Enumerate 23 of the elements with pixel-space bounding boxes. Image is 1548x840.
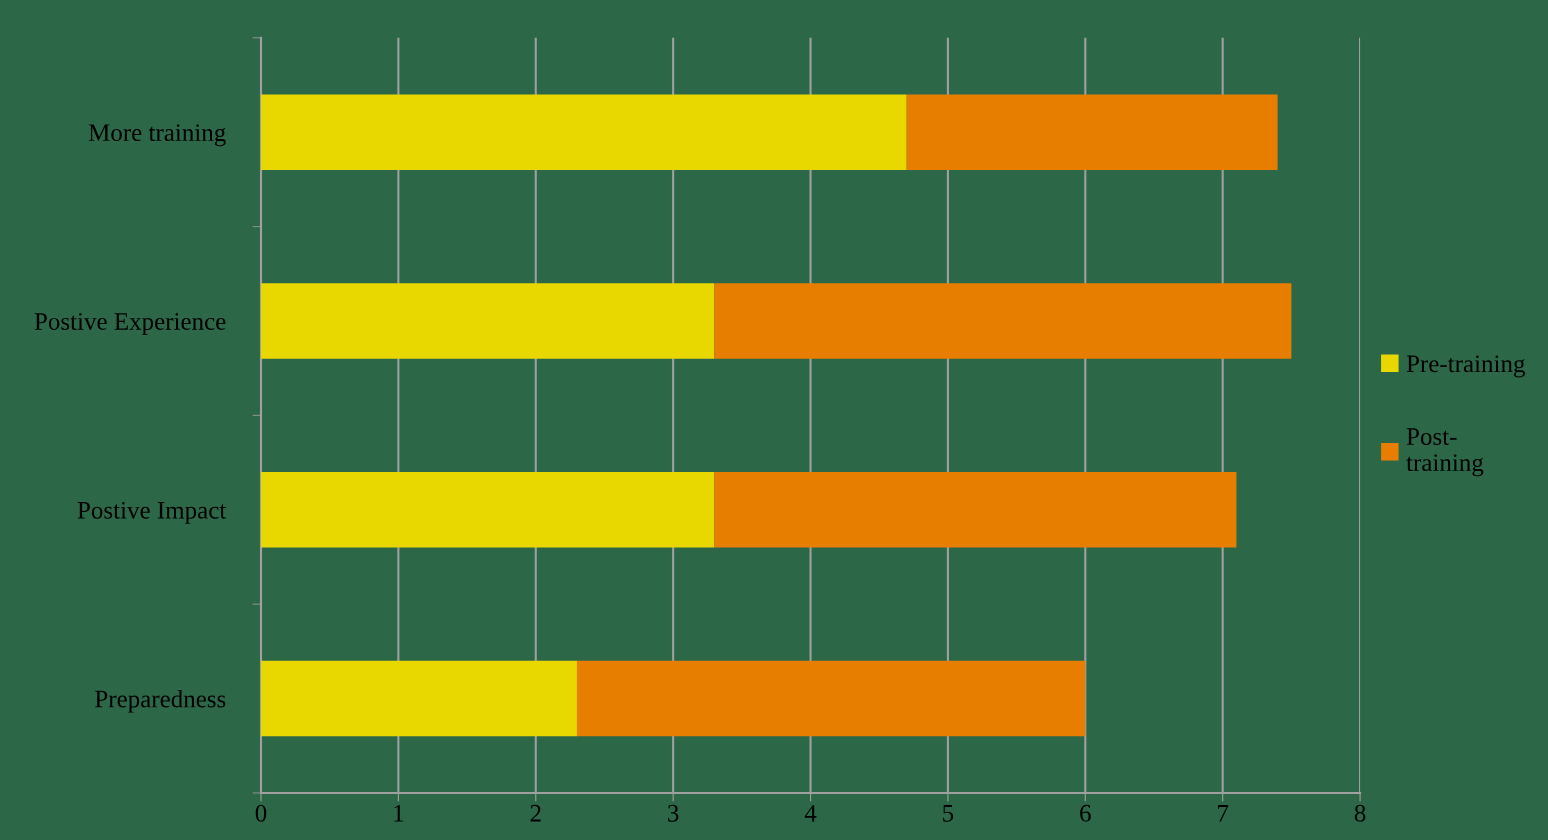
y-tick-label: Postive Impact (77, 501, 227, 524)
bar (576, 660, 1086, 737)
x-tick-label: 4 (804, 804, 817, 822)
x-tick-label: 0 (255, 804, 267, 822)
x-tick-label: 1 (394, 804, 404, 822)
bar (260, 283, 715, 359)
x-tick-label: 6 (1080, 804, 1091, 822)
bar (260, 660, 577, 737)
x-tick-label: 5 (943, 805, 954, 822)
x-tick-label: 2 (530, 804, 541, 822)
legend-label: Post- training (1406, 428, 1484, 477)
bar (260, 472, 715, 548)
y-tick-label: Postive Experience (34, 313, 226, 335)
bar (906, 94, 1278, 170)
y-tick-label: More training (88, 124, 226, 147)
x-tick-label: 7 (1218, 805, 1229, 822)
x-tick-label: 3 (668, 804, 679, 822)
y-tick-label: Preparedness (95, 689, 226, 713)
bar (260, 94, 907, 170)
bar (714, 472, 1237, 548)
x-tick-label: 8 (1354, 804, 1366, 822)
legend-label: Pre-training (1406, 355, 1525, 378)
bar (714, 283, 1292, 359)
